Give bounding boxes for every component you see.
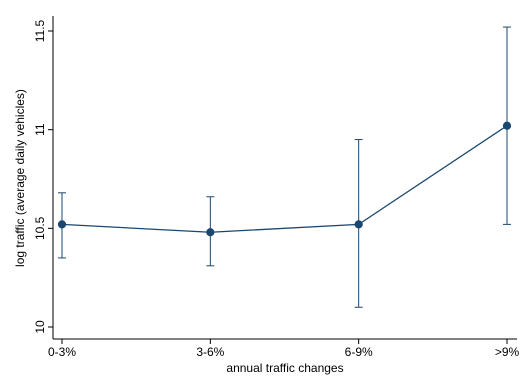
x-tick-label: 3-6% <box>196 345 224 359</box>
y-tick-label: 10.5 <box>33 216 47 240</box>
data-point <box>502 121 512 130</box>
y-tick-label: 10 <box>33 320 47 334</box>
x-tick-label: 6-9% <box>345 345 373 359</box>
x-tick-label: >9% <box>495 345 520 359</box>
x-axis-label: annual traffic changes <box>226 361 343 375</box>
data-point <box>354 220 363 229</box>
y-tick-label: 11.5 <box>33 19 47 42</box>
x-tick-label: 0-3% <box>48 345 76 359</box>
y-tick-label: 11 <box>33 123 47 136</box>
y-axis-label: log traffic (average daily vehicles) <box>13 89 27 267</box>
plot-area: 10 10.5 11 11.5 0-3% 3-6% 6-9% >9% <box>33 16 520 359</box>
data-point <box>206 228 215 237</box>
series-line <box>61 125 508 233</box>
data-point <box>57 220 67 229</box>
